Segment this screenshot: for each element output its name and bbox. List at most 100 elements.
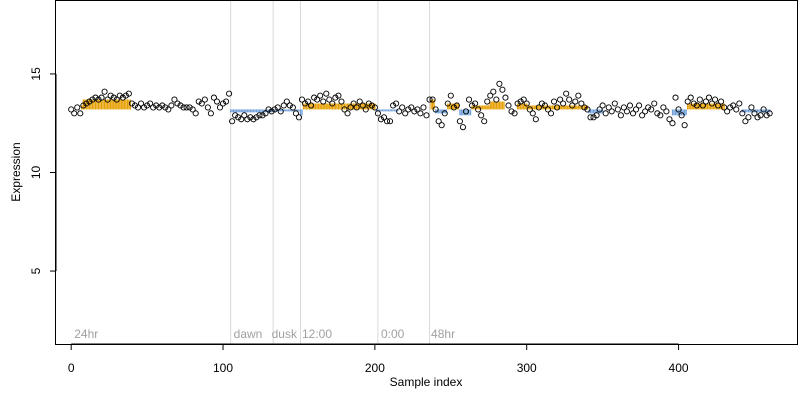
data-point: [92, 94, 99, 101]
data-point: [213, 98, 221, 105]
segment-annotation-label: 24hr: [74, 327, 98, 341]
data-point: [538, 100, 545, 107]
data-point: [414, 106, 421, 113]
data-point: [566, 96, 573, 103]
data-point: [432, 106, 439, 113]
data-point: [68, 106, 75, 113]
segment-annotation-label: 48hr: [431, 327, 455, 341]
data-point: [192, 110, 199, 117]
data-point: [383, 118, 391, 125]
data-point: [338, 98, 345, 105]
data-point: [420, 104, 427, 111]
data-point: [107, 92, 114, 99]
data-point: [456, 118, 463, 125]
data-point: [125, 90, 132, 97]
segment-annotations: 24hr dawn dusk 12:00 0:00 48hr: [74, 327, 455, 341]
data-point: [578, 100, 585, 107]
data-point: [80, 102, 87, 109]
data-point: [201, 96, 208, 103]
data-point: [356, 98, 363, 105]
data-point: [623, 108, 630, 115]
data-point: [226, 90, 233, 97]
y-tick-label: 5: [29, 267, 43, 274]
data-point: [642, 108, 649, 115]
data-point: [499, 86, 506, 93]
data-point: [335, 92, 342, 99]
data-point: [532, 116, 539, 123]
x-tick-label: 300: [517, 361, 537, 375]
data-point: [283, 98, 290, 105]
data-point: [575, 92, 582, 99]
data-point: [475, 106, 482, 113]
data-point: [329, 100, 336, 107]
data-point: [547, 110, 555, 117]
data-point: [259, 112, 266, 119]
data-point: [390, 102, 397, 109]
data-point: [104, 96, 111, 103]
data-point: [423, 112, 430, 119]
data-point: [444, 100, 451, 107]
y-axis: 5 10 15: [29, 67, 57, 274]
data-point: [241, 112, 248, 119]
data-point: [232, 112, 239, 119]
data-point: [371, 104, 378, 111]
data-point: [156, 104, 163, 111]
data-point: [520, 96, 527, 103]
data-point: [581, 104, 588, 111]
x-axis-title: Sample index: [390, 375, 463, 389]
data-point: [481, 118, 488, 125]
data-point: [277, 108, 284, 115]
data-point: [186, 104, 193, 111]
data-point: [280, 102, 287, 109]
y-axis-title: Expression: [9, 142, 23, 201]
data-point: [593, 112, 600, 119]
data-point: [502, 94, 509, 101]
data-point: [326, 96, 333, 103]
data-point: [678, 112, 685, 119]
data-point: [292, 110, 299, 117]
data-point: [550, 98, 558, 105]
data-point: [210, 94, 217, 101]
data-point: [204, 104, 211, 111]
data-point: [159, 102, 166, 109]
data-point: [83, 100, 90, 107]
data-point: [523, 100, 530, 107]
data-point: [301, 100, 309, 107]
data-point: [268, 108, 275, 115]
data-point: [86, 98, 93, 105]
data-point: [74, 104, 81, 111]
data-point: [368, 102, 375, 109]
data-point: [216, 104, 224, 111]
data-point: [426, 96, 433, 103]
data-point: [705, 94, 712, 101]
data-point: [435, 118, 442, 125]
data-point: [223, 98, 230, 105]
data-point: [353, 104, 360, 111]
data-point: [465, 96, 473, 103]
data-point: [681, 122, 688, 129]
data-point: [696, 96, 703, 103]
data-point: [411, 108, 418, 115]
data-point: [77, 110, 84, 117]
data-point: [708, 100, 716, 107]
data-point: [490, 88, 497, 95]
data-point: [71, 110, 78, 117]
data-point: [560, 100, 567, 107]
data-point: [754, 114, 761, 121]
data-point: [119, 94, 126, 101]
data-point: [350, 100, 357, 107]
data-point: [636, 102, 643, 109]
data-point: [341, 106, 348, 113]
data-point: [134, 104, 142, 111]
data-point: [766, 110, 773, 117]
data-point: [654, 110, 661, 117]
data-point: [359, 102, 366, 109]
data-point: [229, 118, 236, 125]
data-point: [727, 104, 734, 111]
data-point: [116, 92, 123, 99]
data-point: [153, 102, 160, 109]
data-point: [514, 100, 521, 107]
data-point: [684, 98, 691, 105]
data-point: [219, 100, 227, 107]
x-axis: 0 100 200 300 400: [68, 343, 689, 375]
